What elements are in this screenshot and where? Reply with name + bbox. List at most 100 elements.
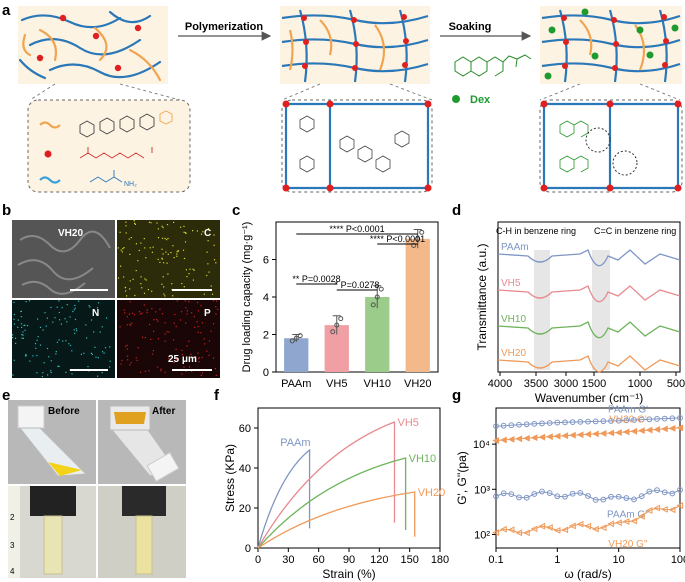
eds-dot (56, 306, 58, 308)
eds-dot (151, 251, 153, 253)
eds-dot (173, 221, 175, 223)
chart-d-xtick-label: 1000 (628, 378, 652, 390)
eds-dot (198, 361, 200, 363)
eds-dot (117, 247, 119, 249)
chart-c-xtick-label: VH5 (326, 378, 347, 390)
eds-dot (151, 290, 153, 292)
polymerization-label: Polymerization (185, 21, 264, 33)
eds-dot (157, 338, 159, 340)
eds-dot (124, 287, 126, 289)
eds-dot (130, 324, 132, 326)
eds-dot (97, 375, 99, 377)
interaction-circle-2 (612, 150, 638, 176)
eds-dot (72, 310, 74, 313)
eds-dot (155, 311, 157, 313)
eds-dot (197, 301, 199, 304)
strip-before (43, 515, 63, 575)
eds-dot (132, 312, 134, 314)
eds-dot (212, 323, 215, 325)
chart-c-point (419, 229, 425, 235)
chart-f-series-line (257, 448, 311, 549)
eds-dot (73, 309, 75, 311)
eds-dot (167, 237, 169, 240)
chart-g-series-label: PAAm G'' (607, 509, 649, 520)
eds-dot (120, 249, 122, 251)
zoom-2-structures (299, 115, 410, 173)
eds-dot (134, 222, 136, 224)
chart-f-xtick-label: 30 (282, 554, 294, 566)
eds-dot (48, 356, 50, 358)
eds-dot (101, 326, 103, 328)
eds-dot (175, 358, 178, 360)
eds-dot (207, 240, 209, 242)
chart-g-marker (561, 526, 569, 534)
eds-dot (213, 244, 215, 246)
eds-dot (162, 237, 164, 239)
eds-dot (85, 324, 87, 326)
eds-dot (170, 252, 172, 254)
eds-dot (74, 318, 77, 321)
eds-dot (164, 371, 166, 373)
eds-dot (125, 221, 127, 223)
eds-dot (193, 269, 195, 271)
eds-dot (193, 315, 195, 318)
eds-dot (58, 339, 60, 341)
eds-dot (164, 333, 166, 335)
eds-dot (131, 322, 133, 324)
chart-d-band-ch (534, 250, 550, 370)
eds-dot (24, 324, 26, 326)
chart-f-series-label: VH20 (418, 487, 446, 499)
eds-dot (134, 223, 136, 225)
eds-dot (13, 313, 15, 316)
eds-dot (20, 310, 22, 313)
eds-dot (145, 257, 147, 259)
chart-g-series-label: PAAm G' (608, 405, 648, 416)
eds-dot (130, 237, 132, 239)
eds-dot (175, 357, 177, 359)
eds-dot (14, 337, 17, 339)
chart-d-series-label: VH10 (501, 314, 526, 325)
eds-dot (35, 347, 37, 349)
panel-d: d 4000 3500 3000 1500 1000 500 Wavenumber (cm⁻… (452, 202, 685, 405)
eds-dot (151, 353, 154, 355)
chart-g-marker (530, 525, 538, 533)
eds-dot (129, 301, 131, 303)
eds-dot (26, 325, 29, 327)
eds-dot (144, 247, 146, 249)
eds-dot (134, 294, 136, 297)
chart-d-band-cc (592, 250, 610, 370)
chart-g-ytick-label: 10³ (474, 484, 490, 496)
eds-dot (22, 337, 24, 339)
chart-c-point (330, 329, 336, 335)
eds-dot (98, 302, 100, 304)
eds-dot (17, 326, 19, 328)
chart-f-ytick-label: 40 (239, 463, 251, 475)
zoom-3-frame (542, 102, 680, 190)
eds-dot (164, 237, 166, 240)
eds-dot (132, 278, 134, 280)
chart-f-series-line (257, 491, 416, 549)
chart-c-xtick-label: VH20 (404, 378, 432, 390)
eds-dot (95, 356, 97, 358)
eds-dot (175, 325, 177, 327)
eds-dot (211, 293, 214, 295)
eds-dot (197, 331, 199, 333)
eds-dot (60, 323, 62, 325)
eds-dot (161, 283, 163, 285)
eds-dot (176, 300, 178, 302)
panel-a-label: a (2, 2, 11, 19)
eds-dot (126, 348, 128, 350)
eds-dot (167, 273, 169, 275)
eds-dot (37, 318, 39, 320)
eds-dot (91, 353, 93, 355)
eds-dot (162, 253, 164, 255)
panel-b: b VH20 C N P 25 μm (2, 202, 220, 378)
eds-dot (65, 371, 67, 373)
chart-d-xtick-label: 3000 (554, 378, 578, 390)
eds-dot (78, 300, 80, 302)
zoom-box-monomers (27, 99, 191, 193)
strip-after (135, 515, 153, 575)
chart-g-marker (630, 517, 638, 525)
eds-dot (89, 306, 91, 308)
chart-g-marker (545, 524, 553, 531)
